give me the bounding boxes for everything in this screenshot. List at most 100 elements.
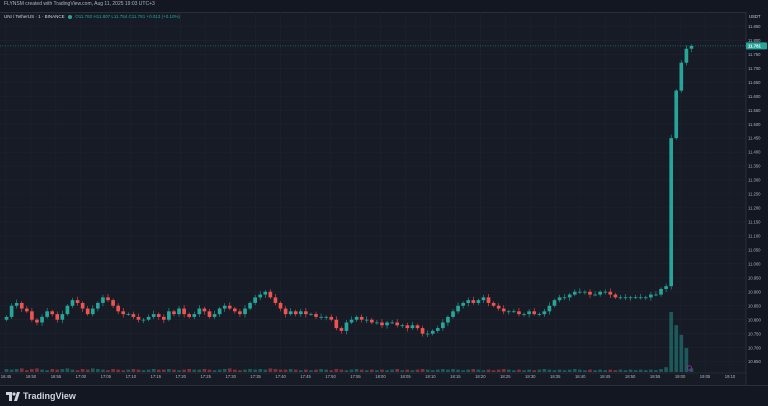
candle-body [30, 311, 34, 320]
candle-body [207, 311, 212, 317]
volume-bar [25, 370, 29, 372]
candle-body [659, 288, 663, 295]
candle-body [370, 319, 374, 323]
y-tick-label: 11.850 [748, 24, 761, 29]
x-tick-label: 16:50 [26, 374, 37, 379]
volume-bar [370, 369, 374, 372]
volume-bar [131, 369, 136, 372]
candle-body [19, 302, 24, 309]
candle-body [40, 316, 44, 323]
candle-body [527, 311, 531, 315]
y-tick-label: 10.900 [748, 289, 761, 294]
volume-bar [80, 369, 85, 372]
volume-bar [593, 370, 597, 372]
candle-body [248, 302, 252, 309]
candle-body [288, 311, 293, 315]
volume-bar [121, 370, 126, 372]
candle-body [679, 62, 684, 91]
x-tick-label: 19:00 [675, 374, 686, 379]
candle-body [339, 328, 344, 331]
candle-body [60, 314, 65, 320]
volume-bar [324, 369, 328, 372]
candle-body [623, 297, 628, 299]
y-tick-label: 10.650 [748, 359, 761, 364]
y-tick-label: 11.300 [748, 178, 761, 183]
y-tick-label: 11.250 [748, 192, 761, 197]
volume-bar [111, 369, 115, 372]
candle-body [80, 302, 85, 309]
x-tick-label: 17:50 [325, 374, 336, 379]
candle-body [227, 305, 232, 309]
candle-body [486, 297, 491, 303]
volume-bar [85, 369, 90, 372]
volume-bar [471, 369, 476, 372]
volume-bar [101, 369, 105, 372]
volume-bar [598, 369, 602, 372]
x-tick-label: 18:30 [525, 374, 536, 379]
y-tick-label: 10.800 [748, 317, 761, 322]
x-tick-label: 17:35 [250, 374, 261, 379]
volume-bar [309, 370, 313, 372]
candle-body [400, 325, 405, 327]
candle-body [146, 316, 151, 320]
candle-body [217, 308, 222, 315]
volume-bar [304, 369, 308, 372]
volume-bar [258, 369, 263, 372]
volume-bar [557, 369, 562, 372]
x-tick-label: 17:05 [101, 374, 112, 379]
volume-bar [30, 369, 34, 372]
ohlc-values: O11.782 H11.807 L11.754 C11.781 +0.013 (… [75, 14, 180, 19]
volume-bar [638, 369, 643, 372]
candle-body [238, 311, 242, 315]
candle-body [557, 297, 562, 301]
candle-body [233, 308, 237, 312]
volume-bar [339, 369, 344, 372]
candle-body [618, 297, 623, 299]
volume-bar [116, 369, 120, 372]
candle-body [385, 322, 389, 326]
candle-body [562, 297, 567, 299]
volume-bar [643, 370, 648, 372]
volume-bar [75, 370, 80, 372]
brand-name: TradingView [23, 391, 76, 401]
candle-body [517, 311, 521, 315]
candle-body [177, 308, 181, 315]
volume-bar [481, 370, 486, 372]
footer-bar: TradingView [0, 385, 768, 406]
symbol-legend: UNI / TetherUS · 1 · BINANCE O11.782 H11… [4, 14, 180, 19]
volume-bar [156, 369, 161, 372]
y-tick-label: 11.350 [748, 164, 761, 169]
volume-bar [410, 370, 415, 372]
candle-body [65, 305, 70, 315]
candle-body [674, 90, 679, 139]
y-tick-label: 10.700 [748, 345, 761, 350]
volume-bar [319, 369, 323, 372]
volume-bar [278, 369, 283, 372]
candle-body [268, 291, 273, 298]
tradingview-logo[interactable]: TradingView [6, 391, 76, 401]
volume-bar [461, 370, 465, 372]
y-tick-label: 11.700 [748, 66, 761, 71]
volume-bar [501, 369, 506, 372]
candle-body [395, 322, 400, 326]
candle-body [522, 314, 526, 315]
candle-body [151, 314, 156, 317]
candle-body [192, 314, 197, 317]
volume-bar [238, 370, 242, 372]
x-tick-label: 18:45 [600, 374, 611, 379]
candle-body [466, 300, 471, 303]
volume-bar [405, 369, 410, 372]
volume-bar [288, 369, 293, 372]
candle-body [253, 297, 257, 303]
volume-bar [491, 370, 496, 372]
candle-body [14, 302, 19, 306]
volume-bar [547, 369, 552, 372]
candle-body [349, 319, 354, 323]
x-tick-label: 18:10 [425, 374, 436, 379]
candle-body [167, 311, 171, 320]
candle-body [354, 316, 359, 320]
volume-bar [578, 369, 582, 372]
volume-bar [542, 369, 547, 372]
volume-bar [283, 369, 288, 372]
